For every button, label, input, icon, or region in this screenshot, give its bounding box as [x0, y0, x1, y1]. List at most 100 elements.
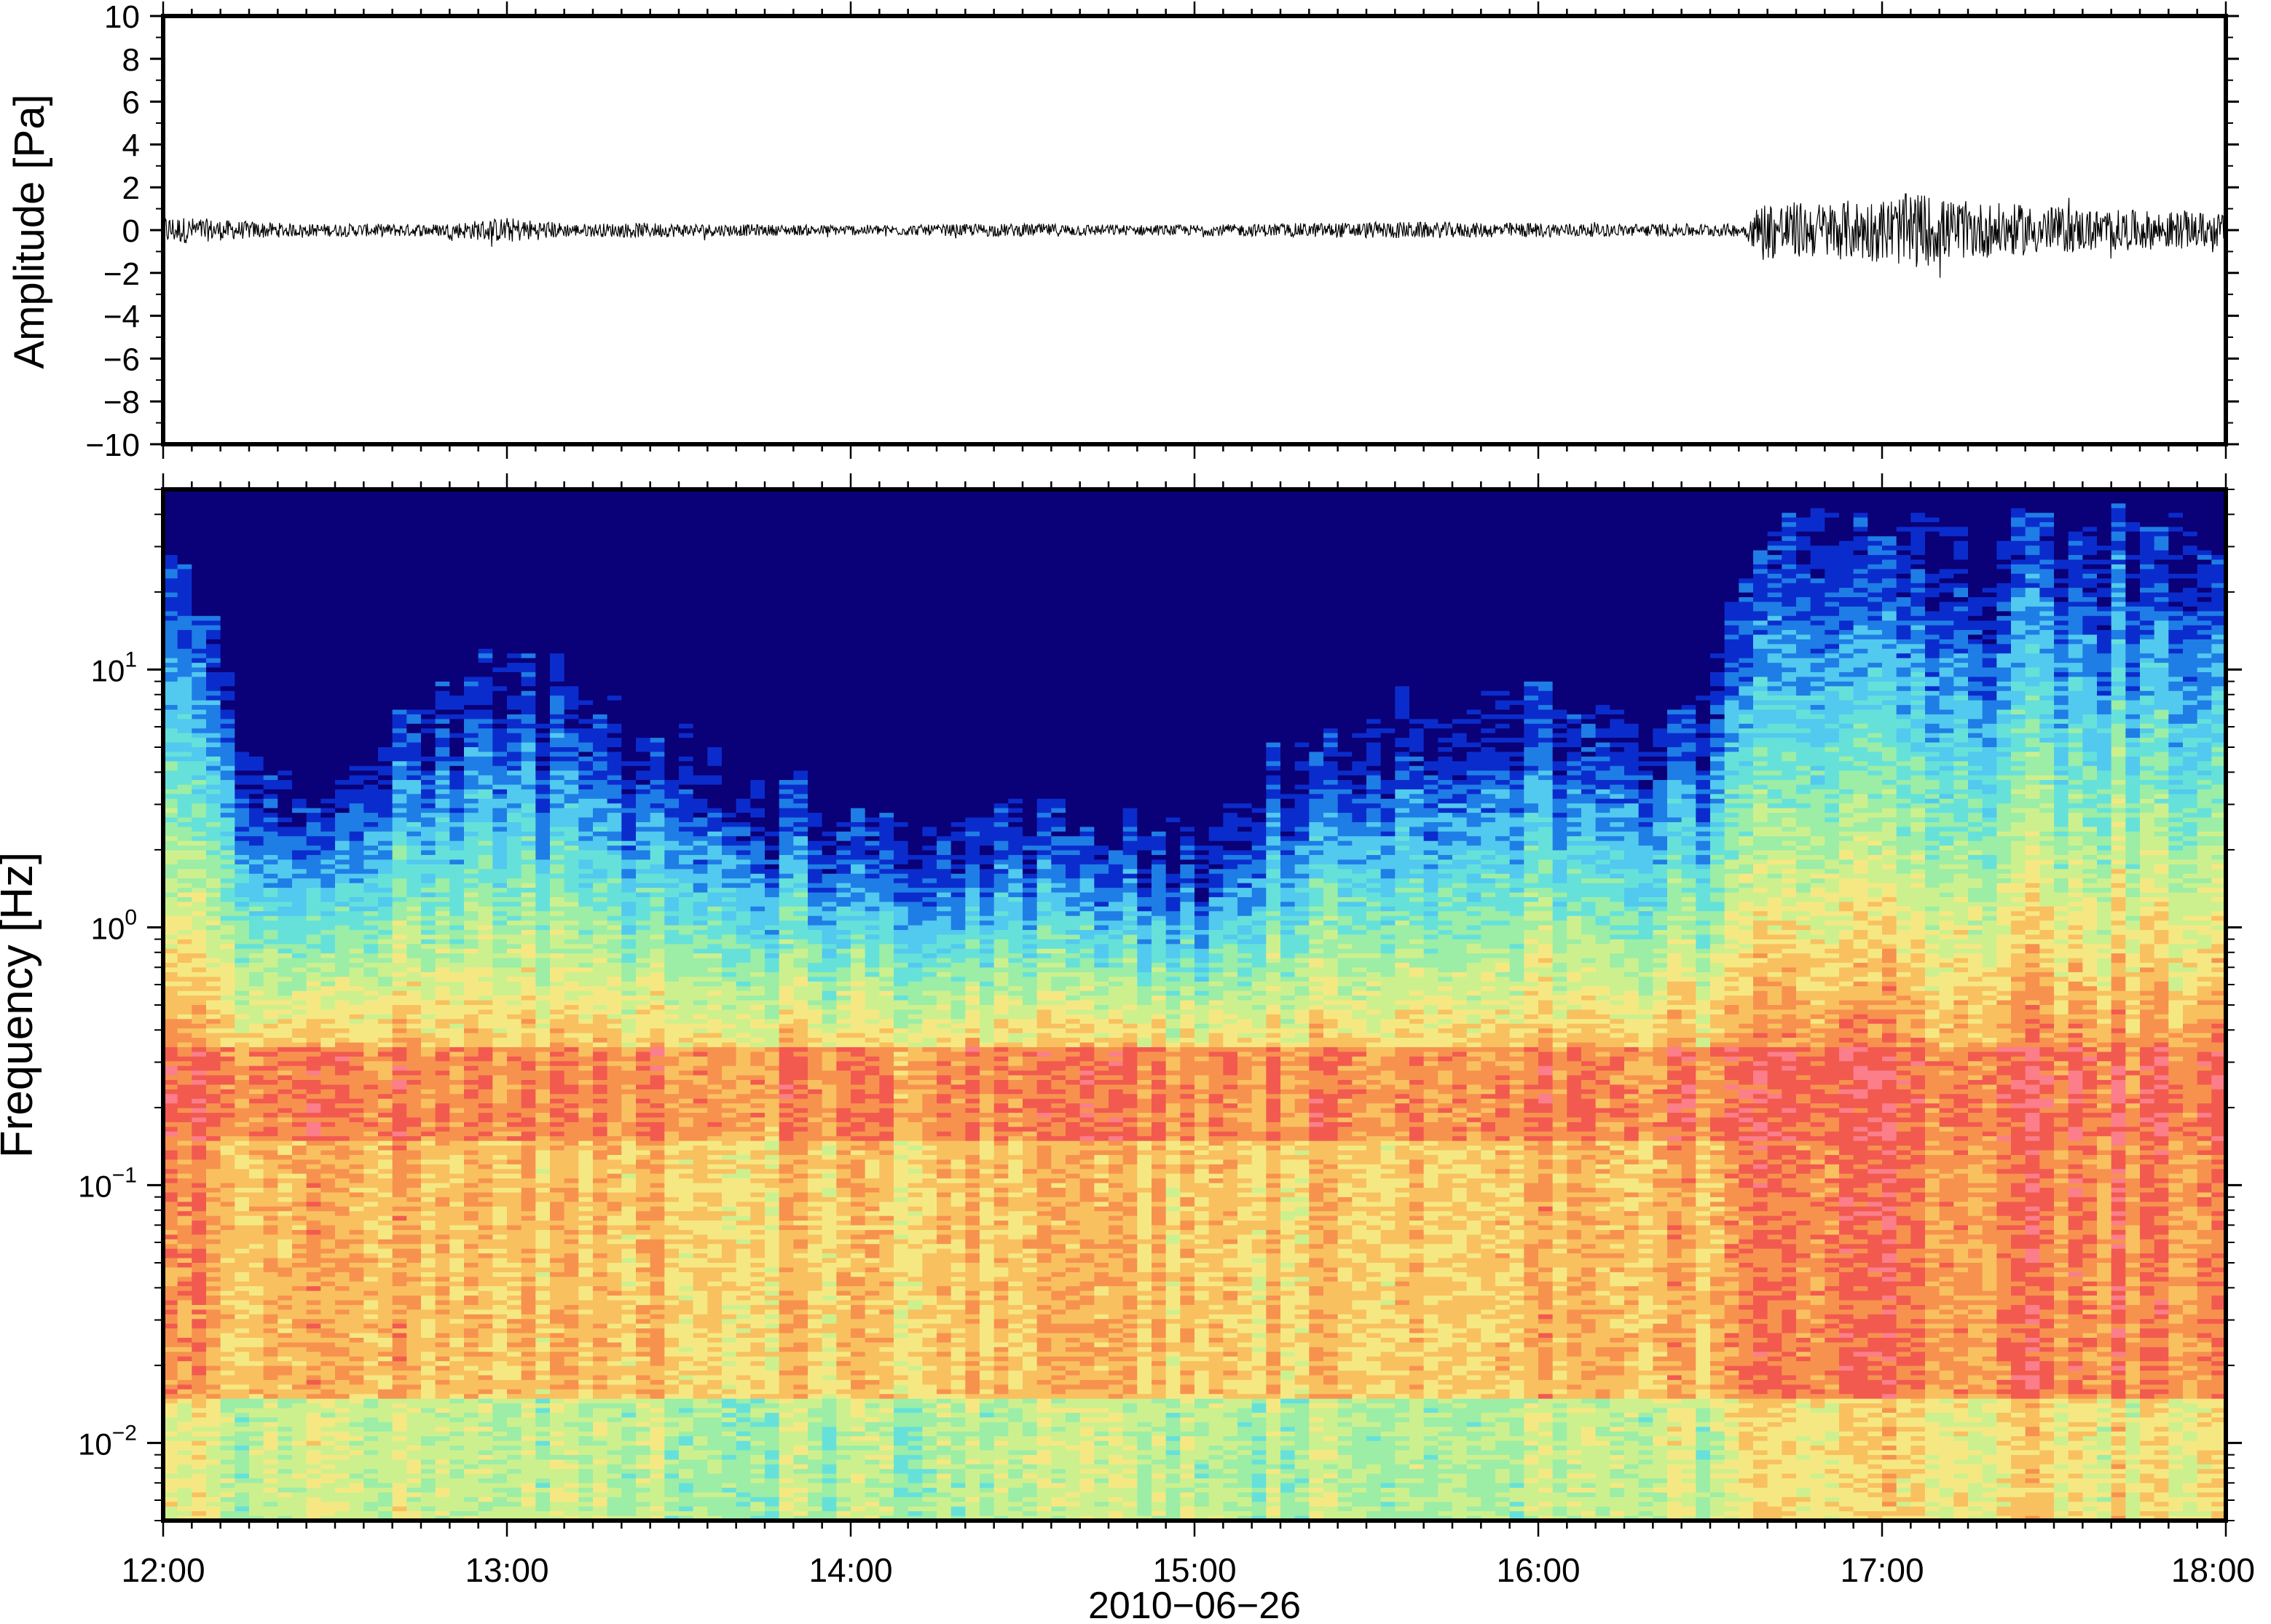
spectrogram-cell — [307, 527, 321, 532]
spectrogram-cell — [378, 1511, 393, 1516]
spectrogram-cell — [406, 663, 421, 668]
spectrogram-cell — [421, 855, 436, 860]
spectrogram-cell — [464, 499, 479, 504]
spectrogram-cell — [350, 1216, 364, 1221]
spectrogram-cell — [350, 1450, 364, 1455]
spectrogram-cell — [307, 1277, 321, 1282]
spectrogram-cell — [206, 1202, 221, 1207]
waveform-panel: 1086420−2−4−6−8−10 Amplitude [Pa] — [6, 0, 2239, 463]
spectrogram-cell — [264, 1221, 278, 1226]
spectrogram-cell — [278, 1099, 292, 1104]
spectrogram-cell — [192, 841, 206, 846]
spectrogram-cell — [249, 1390, 264, 1395]
spectrogram-cell — [393, 1033, 407, 1038]
spectrogram-cell — [292, 1427, 307, 1432]
spectrogram-cell — [278, 691, 292, 696]
spectrogram-cell — [363, 1492, 378, 1497]
spectrogram-cell — [449, 1249, 464, 1254]
spectrogram-cell — [221, 803, 235, 808]
spectrogram-cell — [350, 757, 364, 762]
spectrogram-cell — [363, 649, 378, 654]
spectrogram-cell — [393, 560, 407, 565]
spectrogram-cell — [206, 1366, 221, 1371]
spectrogram-cell — [335, 1459, 350, 1465]
spectrogram-cell — [249, 1357, 264, 1362]
spectrogram-cell — [163, 639, 178, 645]
spectrogram-cell — [449, 1399, 464, 1404]
spectrogram-cell — [421, 682, 436, 687]
spectrogram-cell — [378, 926, 393, 931]
spectrogram-cell — [307, 532, 321, 537]
spectrogram-cell — [393, 1413, 407, 1418]
spectrogram-cell — [335, 1338, 350, 1343]
spectrogram-cell — [278, 1108, 292, 1113]
spectrogram-cell — [378, 1399, 393, 1404]
spectrogram-cell — [464, 714, 479, 720]
spectrogram-cell — [406, 1309, 421, 1314]
spectrogram-cell — [292, 1244, 307, 1249]
spectrogram-cell — [163, 1300, 178, 1305]
spectrogram-cell — [335, 663, 350, 668]
spectrogram-cell — [178, 855, 192, 860]
spectrogram-cell — [163, 1192, 178, 1197]
spectrogram-cell — [264, 1033, 278, 1038]
spectrogram-cell — [192, 972, 206, 977]
spectrogram-cell — [249, 878, 264, 883]
spectrogram-cell — [221, 574, 235, 579]
spectrogram-cell — [320, 1272, 335, 1277]
spectrogram-cell — [249, 1446, 264, 1451]
spectrogram-cell — [406, 1253, 421, 1258]
spectrogram-cell — [393, 1465, 407, 1470]
spectrogram-cell — [292, 1192, 307, 1197]
spectrogram-cell — [378, 1159, 393, 1164]
spectrogram-cell — [178, 1122, 192, 1127]
spectrogram-cell — [278, 626, 292, 631]
spectrogram-cell — [192, 1005, 206, 1010]
spectrogram-cell — [192, 766, 206, 771]
spectrogram-cell — [393, 1324, 407, 1329]
spectrogram-cell — [449, 1244, 464, 1249]
spectrogram-cell — [350, 1446, 364, 1451]
spectrogram-cell — [178, 1141, 192, 1146]
spectrogram-cell — [307, 1436, 321, 1441]
spectrogram-cell — [350, 977, 364, 982]
spectrogram-cell — [464, 972, 479, 977]
spectrogram-cell — [378, 1450, 393, 1455]
spectrogram-cell — [406, 536, 421, 541]
spectrogram-cell — [235, 766, 249, 771]
spectrogram-cell — [178, 808, 192, 813]
spectrogram-cell — [449, 1188, 464, 1193]
spectrogram-cell — [449, 1328, 464, 1333]
spectrogram-cell — [307, 836, 321, 841]
spectrogram-cell — [221, 836, 235, 841]
spectrogram-cell — [278, 733, 292, 738]
spectrogram-cell — [350, 695, 364, 701]
spectrogram-cell — [335, 536, 350, 541]
spectrogram-cell — [378, 883, 393, 888]
spectrogram-cell — [264, 982, 278, 987]
spectrogram-cell — [335, 1151, 350, 1156]
spectrogram-cell — [378, 1282, 393, 1287]
spectrogram-cell — [192, 1417, 206, 1422]
spectrogram-cell — [221, 1478, 235, 1483]
spectrogram-cell — [393, 578, 407, 583]
spectrogram-cell — [192, 508, 206, 513]
spectrogram-cell — [249, 1071, 264, 1076]
spectrogram-cell — [363, 1459, 378, 1465]
spectrogram-cell — [292, 541, 307, 546]
spectrogram-cell — [163, 602, 178, 607]
spectrogram-cell — [307, 859, 321, 864]
spectrogram-cell — [393, 518, 407, 523]
spectrogram-cell — [436, 532, 450, 537]
spectrogram-cell — [436, 1446, 450, 1451]
spectrogram-cell — [363, 635, 378, 640]
spectrogram-cell — [221, 1384, 235, 1390]
spectrogram-cell — [378, 1042, 393, 1047]
spectrogram-cell — [393, 893, 407, 898]
spectrogram-cell — [406, 1207, 421, 1212]
spectrogram-cell — [192, 907, 206, 912]
spectrogram-cell — [320, 794, 335, 799]
spectrogram-cell — [278, 569, 292, 574]
spectrogram-cell — [393, 991, 407, 996]
spectrogram-cell — [178, 949, 192, 954]
